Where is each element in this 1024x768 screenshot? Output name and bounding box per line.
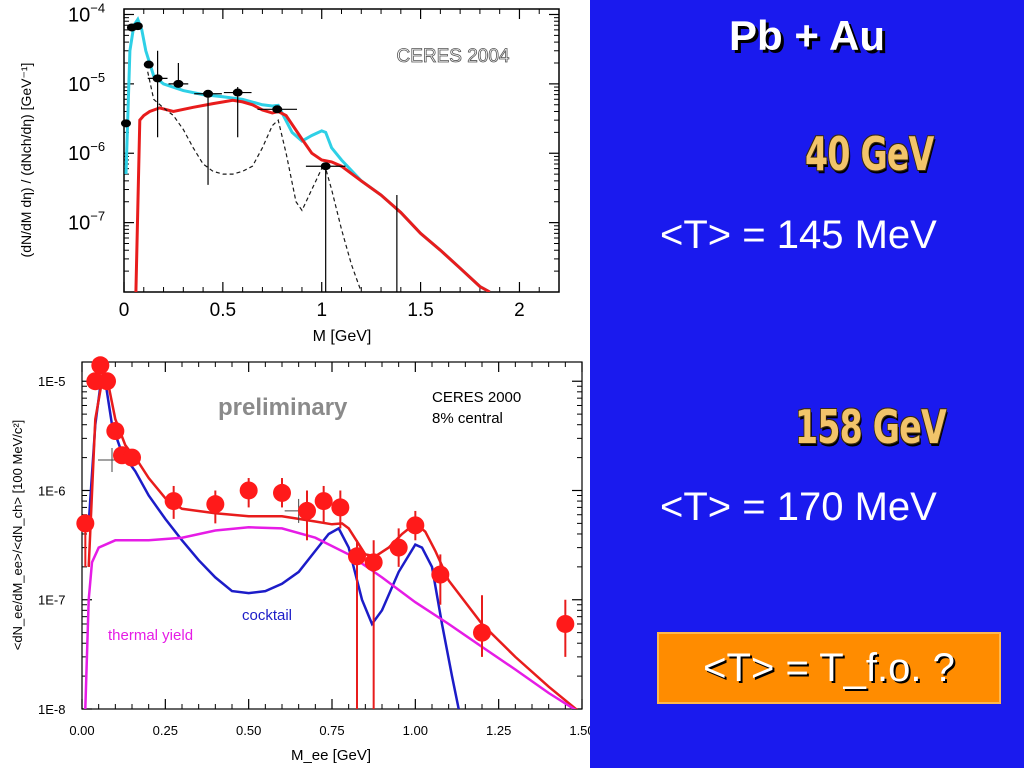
data-point: [431, 565, 450, 584]
y-tick-exponent: −5: [90, 70, 105, 85]
x-tick-label: 0.25: [153, 723, 178, 738]
x-tick-label: 1.25: [486, 723, 511, 738]
plots-panel: 10−4 10−5 10−6 10−7 0 0.5 1 1.5 2 M [GeV] (dN/dM d…: [10, 0, 590, 764]
data-point: [314, 492, 333, 511]
data-point: [232, 88, 243, 97]
data-point: [406, 516, 425, 535]
y-tick-label: 10−6: [68, 139, 105, 165]
y-tick-label: 1E-5: [38, 374, 65, 389]
data-point: [206, 495, 225, 514]
thermal-yield-label: thermal yield: [108, 627, 193, 644]
x-axis-label: M [GeV]: [313, 328, 372, 345]
y-tick-label: 10−4: [68, 0, 105, 26]
centrality-label: 8% central: [432, 410, 503, 427]
y-tick-exponent: −4: [90, 0, 105, 15]
data-point: [556, 614, 575, 633]
data-point: [76, 514, 95, 533]
temperature-170: <T> = 170 MeV: [660, 485, 937, 529]
x-tick-label: 0.5: [210, 300, 236, 321]
data-point: [173, 79, 184, 88]
x-tick-label: 0.75: [319, 723, 344, 738]
data-point: [91, 356, 110, 375]
data-point: [389, 538, 408, 557]
plot-frame: [123, 8, 560, 293]
data-point: [123, 448, 141, 467]
y-axis-label: <dN_ee/dM_ee>/<dN_ch> [100 MeV/c²]: [10, 420, 25, 651]
data-point: [203, 89, 214, 98]
data-point: [152, 74, 163, 83]
ceres-2004-label: CERES 2004: [396, 46, 509, 67]
x-tick-label: 0.00: [69, 723, 94, 738]
x-tick-label: 0: [119, 300, 130, 321]
y-tick-label: 1E-6: [38, 483, 65, 498]
ceres-2004-chart: 10−4 10−5 10−6 10−7 0 0.5 1 1.5 2 M [GeV] (dN/dM d…: [18, 0, 560, 345]
data-point: [272, 105, 283, 114]
energy-label-158: 158 GeV: [795, 400, 947, 454]
data-point: [164, 492, 183, 511]
x-tick-label: 1.50: [569, 723, 590, 738]
x-tick-label: 1.5: [407, 300, 433, 321]
x-tick-label: 1: [316, 300, 327, 321]
y-tick-exponent: −6: [90, 139, 105, 154]
black-dashed-curve: [147, 71, 362, 292]
data-point: [239, 481, 258, 500]
y-tick-label: 10−7: [68, 209, 105, 235]
data-point: [348, 547, 366, 566]
freeze-out-question-box: <T> = T_f.o. ?: [657, 632, 1001, 704]
data-point: [331, 498, 350, 517]
curves-group: [124, 16, 491, 292]
info-panel: Pb + Au 40 GeV <T> = 145 MeV 158 GeV <T>…: [590, 0, 1024, 768]
x-tick-label: 0.50: [236, 723, 261, 738]
ceres-2000-chart: 1E-5 1E-6 1E-7 1E-8 0.00 0.25 0.50 0.75 1.00 1.25…: [10, 356, 590, 764]
data-point: [106, 422, 125, 441]
x-tick-label: 1.00: [403, 723, 428, 738]
cocktail-label: cocktail: [242, 607, 292, 624]
y-tick-label: 1E-8: [38, 702, 65, 717]
data-point: [298, 501, 316, 520]
freeze-out-question: <T> = T_f.o. ?: [703, 645, 955, 690]
y-tick-label: 10−5: [68, 70, 105, 96]
slide-title: Pb + Au: [729, 12, 885, 59]
temperature-145: <T> = 145 MeV: [660, 213, 937, 257]
data-point: [273, 483, 291, 502]
data-point: [143, 60, 154, 69]
data-point: [364, 553, 383, 572]
ceres-2000-label: CERES 2000: [432, 389, 521, 406]
energy-label-40: 40 GeV: [805, 127, 934, 181]
x-axis-label: M_ee [GeV]: [291, 747, 371, 764]
data-point: [98, 372, 116, 391]
y-tick-label: 1E-7: [38, 593, 65, 608]
y-axis-label: (dN/dM dη) / (dNch/dη) [GeV⁻¹]: [18, 63, 34, 258]
y-tick-exponent: −7: [90, 209, 105, 224]
data-point: [320, 162, 331, 171]
data-point: [132, 22, 143, 31]
data-point: [473, 623, 491, 642]
x-tick-label: 2: [514, 300, 525, 321]
data-point: [120, 119, 131, 128]
preliminary-watermark: preliminary: [218, 394, 348, 421]
